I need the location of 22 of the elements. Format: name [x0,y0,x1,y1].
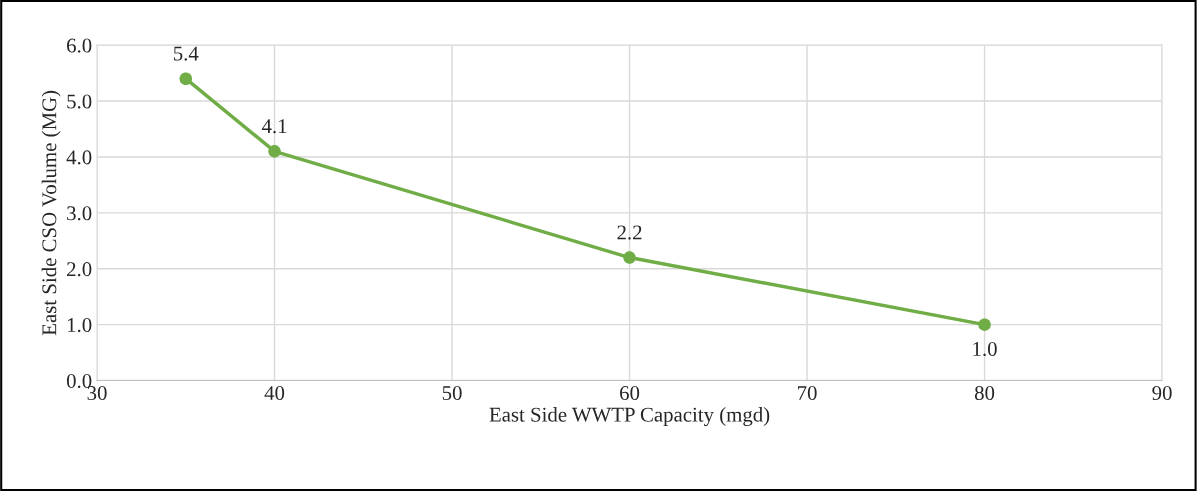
y-tick-label: 3.0 [67,206,92,221]
x-tick-label: 90 [1152,385,1172,401]
y-tick-label: 5.0 [67,94,92,109]
point [179,72,193,85]
x-tick-label: 60 [620,385,640,401]
x-tick-label: 50 [442,385,462,401]
point [268,145,281,158]
y-axis-title: East Side CSO Volume (MG) [41,90,61,336]
y-tick-label: 2.0 [67,262,92,277]
data-label: 4.1 [261,119,287,134]
data-label: 2.2 [617,225,642,240]
point [623,251,636,264]
data-label: 5.4 [173,46,199,61]
x-tick-label: 70 [798,385,817,401]
data-label: 1.0 [973,341,997,357]
y-tick-label: 4.0 [66,150,92,165]
y-tick-label: 6.0 [67,38,92,53]
y-tick-label: 1.0 [67,318,92,333]
x-tick-label: 80 [974,385,995,401]
x-tick-label: 40 [264,385,285,401]
x-axis-title: East Side WWTP Capacity (mgd) [489,407,770,427]
point [978,318,991,331]
